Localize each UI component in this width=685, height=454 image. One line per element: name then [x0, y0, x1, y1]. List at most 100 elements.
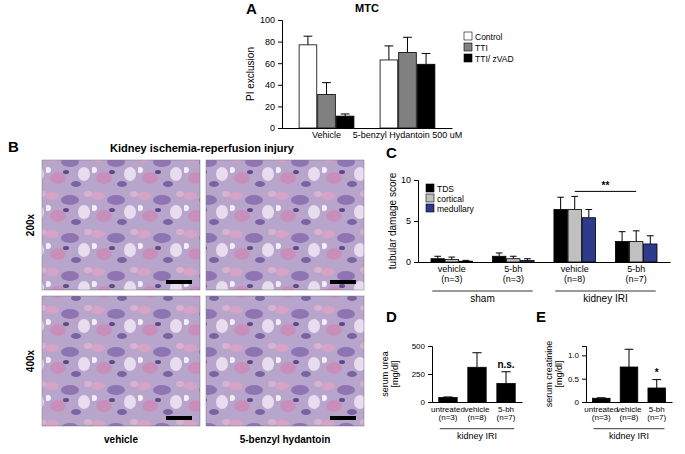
y-axis: 020406080100 — [260, 15, 283, 133]
y-axis-title: tubular damage score — [387, 172, 398, 269]
y-tick: 20 — [265, 102, 282, 112]
y-tick-label: 0 — [270, 123, 275, 133]
figure: A020406080100Vehicle5-benzyl Hydantoin 5… — [0, 0, 685, 454]
bar — [620, 367, 638, 402]
y-tick-label: 5 — [406, 216, 411, 226]
x-axis: untreated(n=3)vehicle(n=8)5-bh(n=7) — [431, 402, 522, 422]
y-tick: 60 — [265, 59, 282, 69]
marks — [431, 196, 657, 262]
scale-bar — [166, 280, 192, 284]
x-axis-line — [587, 402, 673, 403]
group-bracket — [594, 428, 665, 429]
group-label: sham — [470, 293, 494, 304]
annotation: n.s. — [497, 359, 514, 370]
x-tick: vehicle(n=3) — [438, 262, 466, 284]
row-label: 400x — [25, 349, 36, 372]
error-bar — [472, 353, 481, 368]
legend-swatch — [426, 194, 434, 202]
histology-image — [42, 296, 200, 426]
y-tick-mark — [414, 262, 418, 263]
panel-label: C — [386, 144, 397, 161]
y-axis: 0510 — [401, 175, 419, 267]
y-tick-mark — [428, 374, 432, 375]
y-tick-mark — [582, 379, 586, 380]
bar — [521, 260, 534, 262]
error-bar — [403, 37, 412, 52]
error-bar — [448, 257, 455, 259]
error-bar — [341, 114, 350, 116]
x-tick: vehicle(n=8) — [465, 402, 490, 422]
error-bar — [463, 260, 470, 262]
legend-label: Control — [475, 32, 503, 42]
error-bar — [510, 256, 517, 258]
bar — [568, 210, 581, 262]
y-tick-mark — [278, 106, 282, 107]
error-bar — [597, 397, 606, 398]
error-bar — [633, 231, 640, 242]
error-bar — [571, 196, 578, 209]
error-bar — [557, 197, 564, 209]
y-axis-title: PI exclusion — [245, 47, 256, 101]
y-tick: 0 — [406, 257, 418, 267]
y-tick-label: 0.5 — [568, 375, 580, 384]
error-bar — [625, 349, 634, 367]
x-tick-label: 5-bh(n=7) — [497, 405, 516, 423]
y-tick: 100 — [260, 15, 282, 25]
error-bar — [304, 36, 313, 45]
y-tick-label: 500 — [412, 342, 426, 351]
x-tick: 5-bh(n=7) — [647, 402, 666, 422]
bar — [468, 367, 486, 402]
legend-label: TTI/ zVAD — [475, 54, 514, 64]
legend-label: medullary — [437, 204, 475, 214]
column-label: 5-benzyl hydantoin — [240, 434, 331, 445]
error-bar — [322, 83, 331, 95]
legend: TDScorticalmedullary — [426, 184, 475, 214]
plot: 020406080100Vehicle5-benzyl Hydantoin 50… — [245, 2, 514, 140]
y-axis-title: serum urea[mg/dl] — [380, 351, 400, 397]
group-label: kidney IRI — [583, 293, 627, 304]
annotation: ** — [602, 180, 610, 191]
marks — [439, 353, 515, 402]
y-tick-mark — [582, 402, 586, 403]
y-axis-title: serum creatinine[mg/dl] — [544, 341, 564, 408]
x-axis: untreated(n=3)vehicle(n=8)5-bh(n=7) — [584, 402, 672, 422]
y-tick-mark — [278, 128, 282, 129]
bar — [459, 261, 472, 262]
x-tick: vehicle(n=8) — [617, 402, 642, 422]
bar — [507, 259, 520, 262]
legend-label: cortical — [437, 194, 464, 204]
x-axis-line — [283, 128, 453, 129]
group-label: kidney IRI — [609, 431, 649, 441]
legend: ControlTTITTI/ zVAD — [464, 32, 514, 64]
plot: 0250500untreated(n=3)vehicle(n=8)5-bh(n=… — [380, 342, 523, 441]
y-axis-line — [414, 181, 419, 263]
y-tick: 0.5 — [568, 375, 586, 384]
y-tick-mark — [428, 346, 432, 347]
y-tick-label: 0 — [421, 398, 426, 407]
x-tick-label: 5-bh(n=3) — [503, 264, 524, 284]
bar — [615, 242, 628, 263]
x-tick-label: vehicle(n=3) — [438, 264, 466, 284]
bar — [492, 256, 505, 262]
error-bar — [619, 232, 626, 242]
row-label: 200x — [25, 213, 36, 236]
x-axis: vehicle(n=3)5-bh(n=3)vehicle(n=8)5-bh(n=… — [419, 262, 671, 284]
x-tick-label: 5-bh(n=7) — [647, 405, 666, 423]
y-tick: 1.0 — [568, 351, 586, 360]
y-tick-mark — [428, 402, 432, 403]
legend-swatch — [464, 32, 472, 40]
bar — [318, 95, 336, 128]
y-tick-label: 60 — [265, 59, 275, 69]
bar — [336, 116, 354, 128]
y-tick: 250 — [412, 370, 432, 379]
error-bar — [443, 396, 452, 398]
marks — [592, 349, 665, 402]
bar — [431, 259, 444, 262]
panel-label: D — [386, 308, 397, 325]
y-tick: 500 — [412, 342, 432, 351]
histology-image — [206, 160, 364, 290]
error-bar — [422, 53, 431, 64]
y-tick-label: 40 — [265, 80, 275, 90]
x-tick: 5-bh(n=3) — [503, 262, 524, 284]
y-tick-mark — [414, 221, 418, 222]
